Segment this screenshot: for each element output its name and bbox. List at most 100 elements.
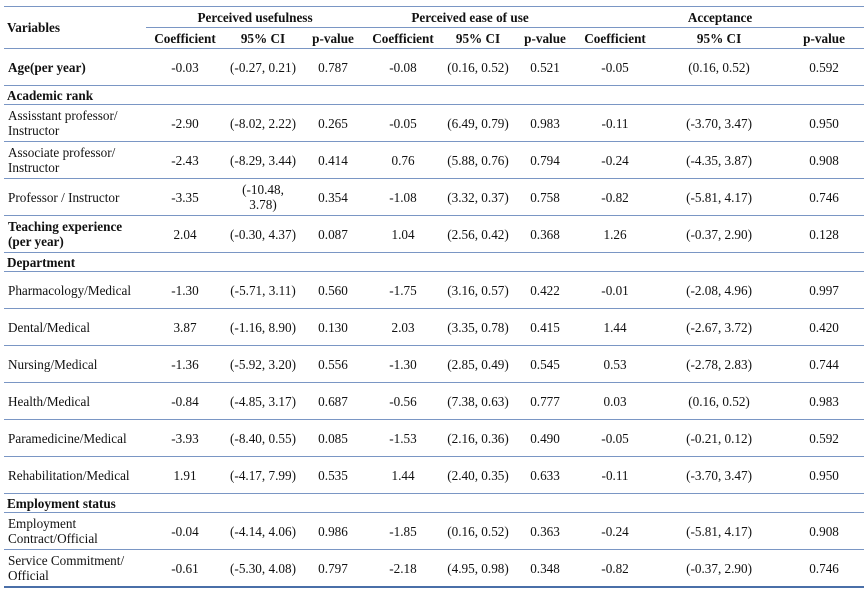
table-row: Service Commitment/ Official -0.61 (-5.30,… (4, 549, 865, 588)
p-value-cell: 0.592 (784, 48, 865, 86)
p-value-cell: 0.521 (514, 48, 577, 86)
variable-label: Teaching experience (per year) (4, 215, 146, 253)
p-value-cell: 0.422 (514, 271, 577, 309)
coefficient-cell: -0.84 (146, 382, 224, 420)
header-perceived-usefulness: Perceived usefulness (146, 6, 365, 28)
variable-label: Health/Medical (4, 382, 146, 420)
p-value-cell: 0.130 (302, 308, 365, 346)
coefficient-cell: -0.04 (146, 512, 224, 550)
coefficient-cell: -2.18 (364, 549, 443, 588)
coefficient-cell: -0.61 (146, 549, 224, 588)
ci-cell: (2.40, 0.35) (442, 456, 515, 494)
variable-label: Service Commitment/ Official (4, 549, 146, 588)
ci-cell: (-0.27, 0.21) (224, 48, 302, 86)
coefficient-cell: 0.53 (576, 345, 655, 383)
ci-cell: (3.16, 0.57) (442, 271, 515, 309)
variable-label: Associate professor/ Instructor (4, 141, 146, 179)
ci-cell: (-2.78, 2.83) (654, 345, 785, 383)
p-value-cell: 0.746 (784, 549, 865, 588)
subheader-coefficient: Coefficient (364, 27, 443, 49)
variable-label: Paramedicine/Medical (4, 419, 146, 457)
subheader-p-value: p-value (514, 27, 577, 49)
coefficient-cell: 1.91 (146, 456, 224, 494)
subheader-coefficient: Coefficient (576, 27, 655, 49)
ci-cell: (0.16, 0.52) (654, 48, 785, 86)
p-value-cell: 0.128 (784, 215, 865, 253)
coefficient-cell: 0.03 (576, 382, 655, 420)
coefficient-cell: -1.30 (146, 271, 224, 309)
p-value-cell: 0.354 (302, 178, 365, 216)
variable-label: Employment Contract/Official (4, 512, 146, 550)
table-header: Variables Perceived usefulness Perceived… (4, 6, 865, 49)
p-value-cell: 0.545 (514, 345, 577, 383)
ci-cell: (-2.67, 3.72) (654, 308, 785, 346)
ci-cell: (-0.21, 0.12) (654, 419, 785, 457)
ci-cell: (-5.71, 3.11) (224, 271, 302, 309)
variable-label: Assisstant professor/ Instructor (4, 104, 146, 142)
p-value-cell: 0.560 (302, 271, 365, 309)
coefficient-cell: -0.11 (576, 104, 655, 142)
section-label: Academic rank (4, 85, 865, 105)
table-row: Dental/Medical 3.87 (-1.16, 8.90) 0.130 2.03… (4, 308, 865, 346)
p-value-cell: 0.420 (784, 308, 865, 346)
p-value-cell: 0.265 (302, 104, 365, 142)
coefficient-cell: -0.03 (146, 48, 224, 86)
p-value-cell: 0.535 (302, 456, 365, 494)
ci-cell: (3.35, 0.78) (442, 308, 515, 346)
section-row: Academic rank (4, 85, 865, 105)
p-value-cell: 0.908 (784, 141, 865, 179)
coefficient-cell: -0.24 (576, 141, 655, 179)
coefficient-cell: -0.05 (576, 419, 655, 457)
coefficient-cell: 1.44 (576, 308, 655, 346)
ci-cell: (-8.02, 2.22) (224, 104, 302, 142)
ci-cell: (-2.08, 4.96) (654, 271, 785, 309)
p-value-cell: 0.758 (514, 178, 577, 216)
ci-cell: (-0.30, 4.37) (224, 215, 302, 253)
coefficient-cell: -1.75 (364, 271, 443, 309)
p-value-cell: 0.490 (514, 419, 577, 457)
coefficient-cell: -3.35 (146, 178, 224, 216)
ci-cell: (-4.35, 3.87) (654, 141, 785, 179)
table-row: Age(per year) -0.03 (-0.27, 0.21) 0.787 -0.0… (4, 48, 865, 86)
table-row: Nursing/Medical -1.36 (-5.92, 3.20) 0.556 -1… (4, 345, 865, 383)
p-value-cell: 0.983 (784, 382, 865, 420)
p-value-cell: 0.797 (302, 549, 365, 588)
table-row: Professor / Instructor -3.35 (-10.48, 3.78… (4, 178, 865, 216)
ci-cell: (-8.40, 0.55) (224, 419, 302, 457)
regression-table-container: Variables Perceived usefulness Perceived… (4, 6, 865, 588)
header-perceived-ease-of-use: Perceived ease of use (364, 6, 577, 28)
coefficient-cell: -2.43 (146, 141, 224, 179)
subheader-ci: 95% CI (224, 27, 302, 49)
p-value-cell: 0.687 (302, 382, 365, 420)
table-row: Employment Contract/Official -0.04 (-4.14,… (4, 512, 865, 550)
coefficient-cell: -0.05 (576, 48, 655, 86)
ci-cell: (4.95, 0.98) (442, 549, 515, 588)
ci-cell: (0.16, 0.52) (442, 48, 515, 86)
p-value-cell: 0.633 (514, 456, 577, 494)
table-body: Age(per year) -0.03 (-0.27, 0.21) 0.787 -0.0… (4, 48, 865, 588)
ci-cell: (7.38, 0.63) (442, 382, 515, 420)
ci-cell: (-1.16, 8.90) (224, 308, 302, 346)
section-row: Employment status (4, 493, 865, 513)
p-value-cell: 0.986 (302, 512, 365, 550)
p-value-cell: 0.592 (784, 419, 865, 457)
ci-cell: (2.56, 0.42) (442, 215, 515, 253)
coefficient-cell: -0.11 (576, 456, 655, 494)
coefficient-cell: -0.56 (364, 382, 443, 420)
ci-cell: (-4.17, 7.99) (224, 456, 302, 494)
variable-label: Professor / Instructor (4, 178, 146, 216)
header-variables: Variables (4, 6, 146, 49)
ci-cell: (-5.81, 4.17) (654, 178, 785, 216)
section-label: Department (4, 252, 865, 272)
ci-cell: (-4.85, 3.17) (224, 382, 302, 420)
coefficient-cell: -1.53 (364, 419, 443, 457)
ci-cell: (0.16, 0.52) (654, 382, 785, 420)
subheader-coefficient: Coefficient (146, 27, 224, 49)
coefficient-cell: -1.30 (364, 345, 443, 383)
ci-cell: (-10.48, 3.78) (224, 178, 302, 216)
subheader-p-value: p-value (302, 27, 365, 49)
table-row: Health/Medical -0.84 (-4.85, 3.17) 0.687 -0.… (4, 382, 865, 420)
ci-cell: (2.85, 0.49) (442, 345, 515, 383)
subheader-ci: 95% CI (442, 27, 515, 49)
ci-cell: (-0.37, 2.90) (654, 215, 785, 253)
